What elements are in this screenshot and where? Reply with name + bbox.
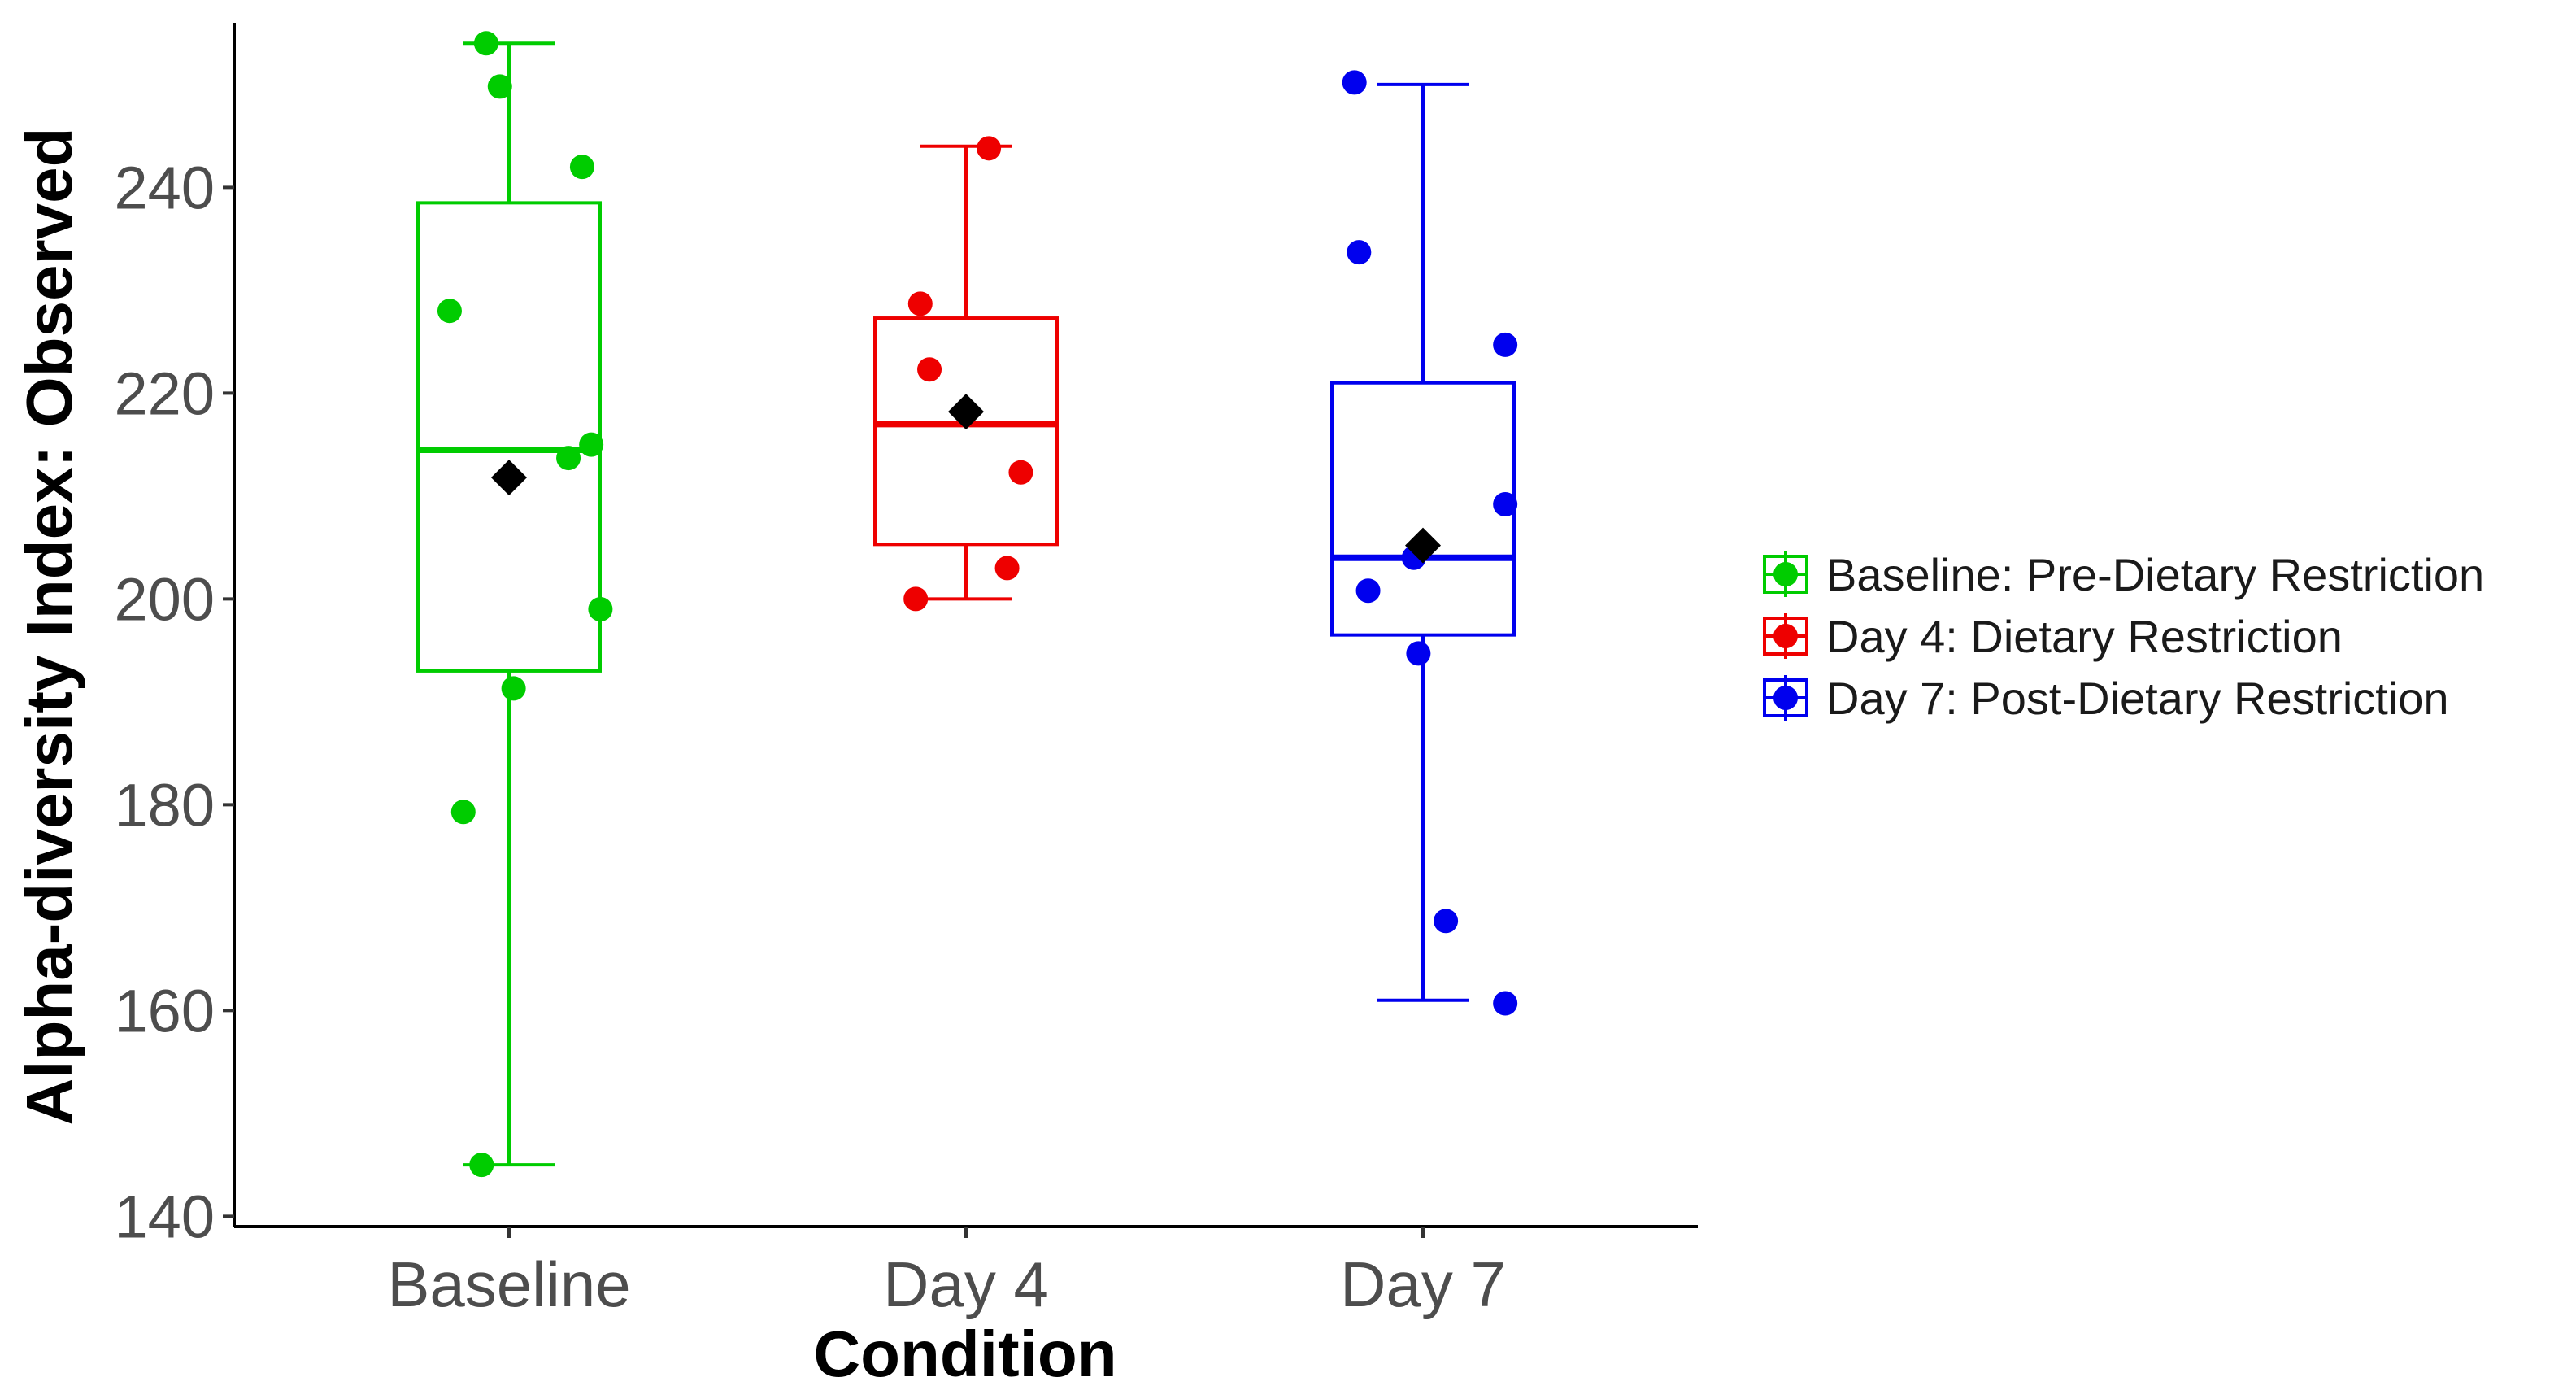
data-point	[1347, 240, 1372, 265]
legend-key-dot	[1773, 624, 1798, 648]
data-point	[501, 676, 526, 701]
data-point	[1434, 909, 1459, 934]
y-tick-label: 180	[115, 771, 215, 839]
legend-label: Day 7: Post-Dietary Restriction	[1826, 673, 2449, 724]
y-axis-title: Alpha-diversity Index: Observed	[13, 127, 85, 1125]
data-point	[579, 432, 604, 457]
box-iqr	[873, 316, 1059, 547]
legend-item: Day 7: Post-Dietary Restriction	[1763, 673, 2449, 724]
legend-label: Baseline: Pre-Dietary Restriction	[1826, 549, 2484, 600]
box-group-baseline	[416, 31, 613, 1178]
data-point	[588, 597, 613, 622]
legend-item: Baseline: Pre-Dietary Restriction	[1763, 549, 2484, 600]
x-axis: Baseline Day 4 Day 7	[234, 1225, 1698, 1320]
data-point	[1493, 991, 1518, 1016]
data-point	[1008, 460, 1033, 485]
mean-marker	[948, 394, 984, 430]
legend-key-dot	[1773, 686, 1798, 710]
x-tick-label: Day 7	[1340, 1249, 1506, 1320]
plot-area	[416, 31, 1518, 1178]
data-point	[487, 74, 512, 99]
legend: Baseline: Pre-Dietary Restriction Day 4: …	[1763, 549, 2484, 724]
data-point	[907, 291, 933, 316]
y-tick-label: 220	[115, 360, 215, 427]
x-axis-title: Condition	[813, 1318, 1116, 1390]
data-point	[450, 800, 476, 825]
legend-item: Day 4: Dietary Restriction	[1763, 611, 2343, 662]
data-point	[1342, 70, 1367, 95]
data-point	[473, 31, 498, 56]
legend-label: Day 4: Dietary Restriction	[1826, 611, 2343, 662]
mean-marker	[1405, 527, 1441, 564]
data-point	[994, 556, 1020, 581]
data-point	[437, 299, 462, 324]
x-tick-label: Day 4	[883, 1249, 1049, 1320]
y-tick-label: 200	[115, 565, 215, 633]
data-point	[917, 357, 942, 382]
y-axis: 140 160 180 200 220 240	[115, 23, 236, 1250]
box-group-day-4	[873, 136, 1059, 612]
data-point	[469, 1153, 494, 1178]
data-point	[1355, 578, 1381, 604]
data-point	[556, 446, 581, 471]
data-point	[569, 155, 594, 180]
y-tick-label: 140	[115, 1183, 215, 1250]
data-point	[977, 136, 1002, 161]
box-iqr	[416, 201, 602, 673]
box-group-day-7	[1330, 70, 1518, 1016]
data-point	[1493, 332, 1518, 357]
y-tick-label: 240	[115, 154, 215, 221]
y-tick-label: 160	[115, 977, 215, 1044]
data-point	[1406, 641, 1431, 666]
mean-marker	[491, 460, 527, 496]
legend-key-dot	[1773, 562, 1798, 586]
x-tick-label: Baseline	[387, 1249, 630, 1320]
data-point	[903, 586, 929, 612]
data-point	[1493, 492, 1518, 516]
